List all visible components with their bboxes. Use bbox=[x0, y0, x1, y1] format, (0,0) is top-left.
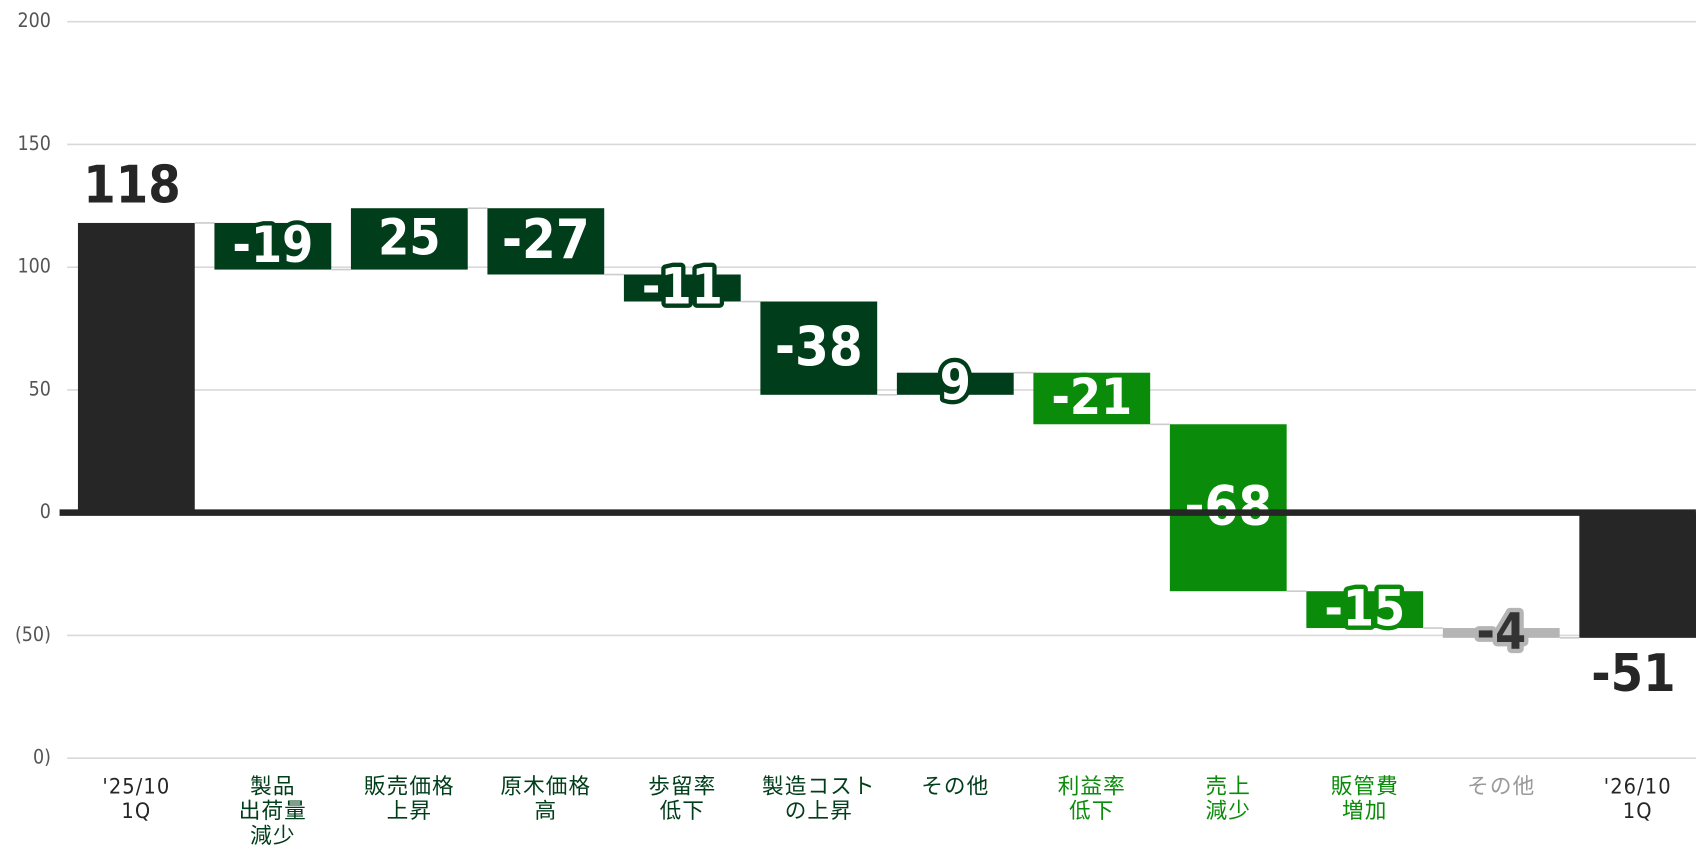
x-tick-label-line: 低下 bbox=[1069, 799, 1114, 824]
x-tick-label: 製造コストの上昇 bbox=[762, 774, 876, 824]
x-tick-label-line: 減少 bbox=[250, 824, 295, 849]
value-label: -68 bbox=[1184, 475, 1272, 538]
value-label: 118 bbox=[83, 155, 180, 215]
x-tick-label-line: の上昇 bbox=[785, 799, 853, 824]
x-tick-label-line: 出荷量 bbox=[239, 799, 307, 824]
x-tick-label: 販管費増加 bbox=[1331, 774, 1399, 824]
value-label: -38 bbox=[775, 315, 863, 378]
bar bbox=[77, 222, 195, 513]
value-label: -15 bbox=[1324, 579, 1405, 637]
y-tick-label: 0 bbox=[40, 500, 51, 523]
bar bbox=[1579, 512, 1696, 638]
y-tick-label: 0) bbox=[33, 746, 51, 769]
x-tick-label-line: 低下 bbox=[660, 799, 705, 824]
x-tick-label-line: 上昇 bbox=[387, 799, 432, 824]
bar bbox=[896, 372, 1014, 395]
x-tick-label: 歩留率低下 bbox=[648, 774, 716, 824]
x-tick-label-line: 1Q bbox=[121, 799, 151, 824]
x-tick-label-line: その他 bbox=[1467, 774, 1535, 799]
x-tick-label-line: 増加 bbox=[1342, 799, 1387, 824]
x-tick-label-line: 歩留率 bbox=[648, 774, 716, 799]
bar bbox=[623, 274, 741, 302]
x-tick-label-line: 1Q bbox=[1623, 799, 1653, 824]
x-tick-label-line: その他 bbox=[921, 774, 989, 799]
x-tick-label-line: 製造コスト bbox=[762, 774, 876, 799]
bar bbox=[760, 301, 878, 395]
value-label: -21 bbox=[1051, 368, 1132, 426]
value-label: 25 bbox=[378, 209, 440, 267]
x-tick-label: '25/10 1Q bbox=[102, 774, 170, 824]
bar bbox=[1033, 372, 1151, 425]
x-tick-label: 原木価格高 bbox=[500, 774, 591, 824]
x-tick-label-line: 減少 bbox=[1206, 799, 1251, 824]
x-tick-label: 販売価格上昇 bbox=[364, 774, 455, 824]
y-tick-label: 100 bbox=[18, 255, 51, 278]
x-tick-label-line: 利益率 bbox=[1058, 774, 1126, 799]
x-tick-label: 利益率低下 bbox=[1058, 774, 1126, 824]
y-tick-label: (50) bbox=[15, 623, 51, 646]
x-tick-label-line: '25/10 bbox=[102, 774, 170, 799]
bar bbox=[1169, 424, 1287, 592]
value-label: -51 bbox=[1591, 644, 1675, 704]
value-label: -19 bbox=[232, 216, 313, 274]
value-label: -11 bbox=[642, 258, 723, 316]
x-tick-label: 製品出荷量減少 bbox=[239, 774, 307, 849]
value-label: -4 bbox=[1476, 603, 1526, 661]
x-tick-label: その他 bbox=[1467, 774, 1535, 799]
x-tick-label-line: 原木価格 bbox=[500, 774, 591, 799]
x-tick-label-line: 製品 bbox=[250, 774, 295, 799]
x-tick-label-line: 高 bbox=[534, 799, 557, 824]
bar bbox=[1442, 628, 1560, 638]
value-label: -27 bbox=[502, 208, 590, 271]
x-tick-label-line: '26/10 bbox=[1604, 774, 1672, 799]
bar bbox=[214, 222, 332, 270]
x-tick-label: '26/10 1Q bbox=[1604, 774, 1672, 824]
x-tick-label: その他 bbox=[921, 774, 989, 799]
x-tick-label-line: 販管費 bbox=[1331, 774, 1399, 799]
y-tick-label: 200 bbox=[18, 9, 51, 32]
x-tick-label-line: 販売価格 bbox=[364, 774, 455, 799]
y-tick-label: 50 bbox=[29, 377, 51, 400]
x-tick-label-line: 売上 bbox=[1206, 774, 1251, 799]
bar bbox=[350, 208, 468, 270]
x-tick-label: 売上減少 bbox=[1206, 774, 1251, 824]
bar bbox=[487, 208, 605, 275]
y-tick-label: 150 bbox=[18, 132, 51, 155]
bar bbox=[1306, 591, 1424, 629]
value-label: 9 bbox=[940, 353, 971, 411]
